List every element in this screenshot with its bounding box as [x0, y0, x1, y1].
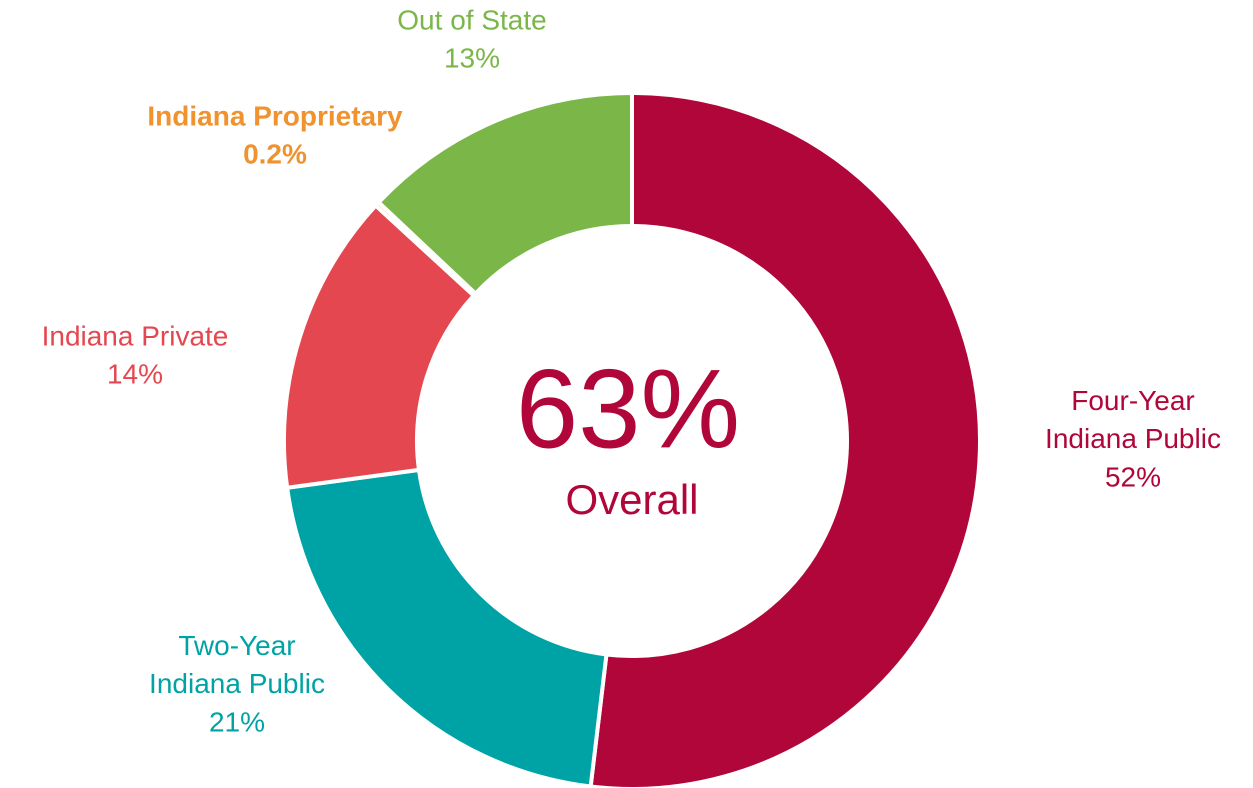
- slice-label: Indiana Proprietary: [147, 100, 403, 131]
- slice-value-label: 21%: [209, 706, 265, 737]
- slice-value-label: 0.2%: [243, 138, 307, 169]
- slice-value-label: 52%: [1105, 461, 1161, 492]
- slice-label: Out of State: [397, 4, 546, 35]
- slice-label: Indiana Private: [42, 320, 229, 351]
- slice-label: Four-Year Indiana Public: [1045, 385, 1221, 454]
- center-sublabel: Overall: [565, 476, 698, 523]
- donut-slice: [375, 90, 634, 297]
- slice-label: Two-Year Indiana Public: [149, 630, 325, 699]
- donut-slice: [588, 90, 982, 788]
- donut-slice: [284, 467, 609, 788]
- slice-value-label: 14%: [107, 358, 163, 389]
- slice-value-label: 13%: [444, 42, 500, 73]
- donut: [282, 90, 982, 788]
- center-label: 63%: [516, 347, 740, 472]
